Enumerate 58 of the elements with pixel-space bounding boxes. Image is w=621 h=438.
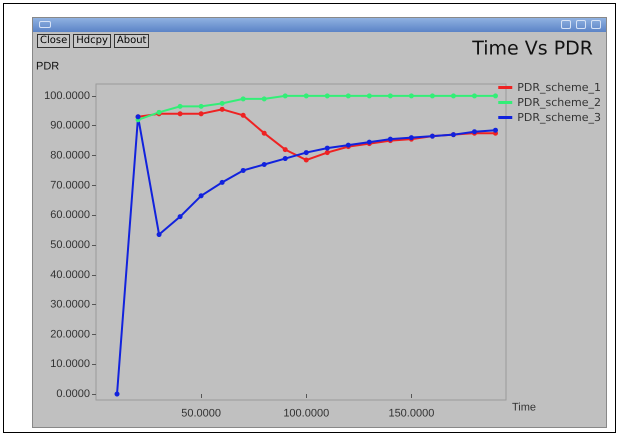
y-axis-title: PDR: [36, 60, 60, 72]
point: [324, 93, 330, 98]
point: [304, 93, 309, 98]
x-tick-label: 50.0000: [181, 408, 222, 420]
point: [324, 150, 330, 156]
text: Hdcpy: [73, 34, 111, 48]
legend-label: PDR_scheme_1: [517, 81, 602, 94]
point: [220, 106, 225, 112]
point: [408, 93, 414, 98]
point: [178, 214, 183, 220]
text: Close: [37, 34, 70, 48]
legend-label: PDR_scheme_2: [517, 96, 602, 109]
point: [262, 130, 267, 136]
y-tick-label: 90.0000: [50, 120, 90, 132]
point: [198, 193, 204, 198]
point: [346, 93, 351, 98]
legend-label: PDR_scheme_3: [517, 111, 602, 124]
x-tick-label: 150.0000: [388, 408, 434, 420]
point: [262, 162, 267, 167]
point: [366, 93, 372, 98]
point: [472, 93, 477, 98]
point: [492, 128, 498, 133]
point: [324, 146, 330, 151]
point: [156, 232, 162, 238]
point: [304, 150, 309, 156]
point: [388, 93, 393, 98]
y-tick-label: 0.0000: [56, 388, 90, 400]
point: [178, 111, 183, 116]
point: [114, 392, 120, 397]
y-tick-label: 10.0000: [50, 358, 90, 370]
y-tick-label: 50.0000: [50, 238, 90, 251]
y-tick-label: 70.0000: [50, 179, 90, 192]
text: About: [114, 34, 150, 48]
point: [220, 100, 225, 106]
point: [430, 93, 435, 98]
point: [198, 104, 204, 109]
y-tick-label: 80.0000: [50, 150, 90, 162]
point: [492, 93, 498, 98]
point: [450, 93, 456, 98]
point: [220, 180, 225, 185]
point: [198, 111, 204, 116]
point: [262, 96, 267, 102]
chart-title: Time Vs PDR: [471, 38, 593, 60]
y-tick-label: 30.0000: [50, 298, 90, 311]
point: [304, 158, 309, 163]
point: [240, 112, 246, 118]
y-tick-label: 20.0000: [50, 328, 90, 340]
y-tick-label: 40.0000: [50, 268, 90, 281]
y-tick-label: 60.0000: [50, 209, 90, 222]
x-axis-title: Time: [512, 402, 536, 414]
point: [178, 104, 183, 109]
point: [240, 168, 246, 173]
point: [282, 93, 288, 98]
y-tick-label: 100.0000: [44, 90, 90, 102]
point: [282, 147, 288, 152]
x-tick-label: 100.0000: [283, 408, 330, 420]
point: [282, 156, 288, 162]
point: [240, 96, 246, 102]
